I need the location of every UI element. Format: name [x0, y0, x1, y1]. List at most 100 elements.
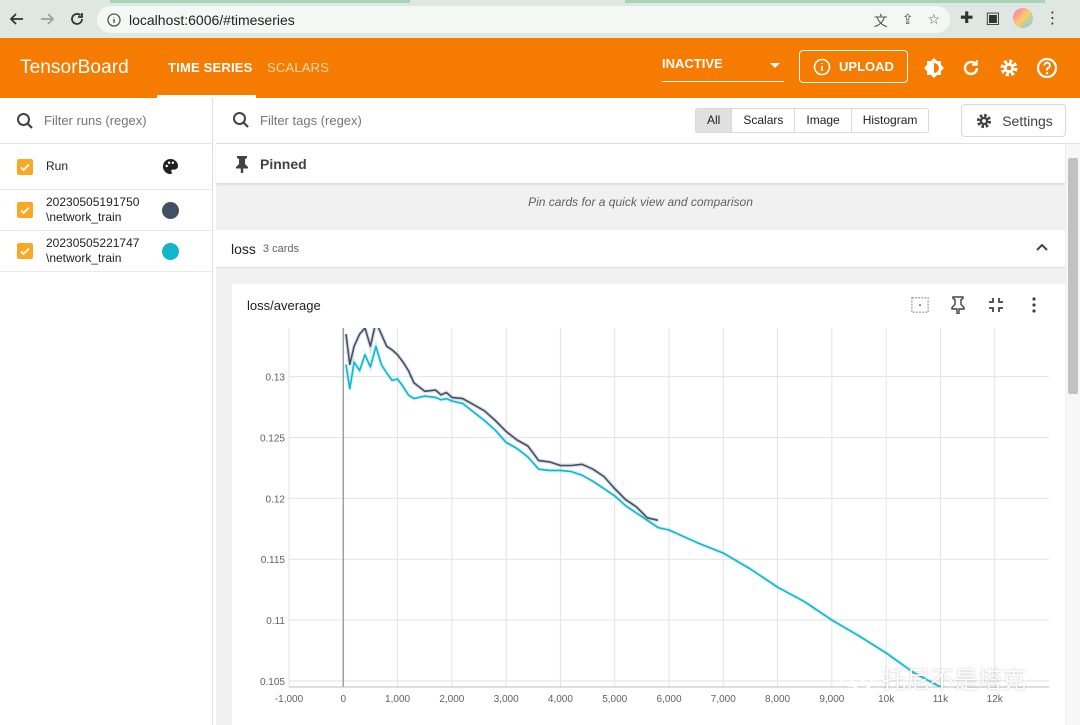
- browser-menu-icon[interactable]: ⋮: [1044, 10, 1061, 27]
- card-group-header[interactable]: loss 3 cards: [216, 230, 1065, 268]
- y-axis: 0.105 0.11 0.115 0.12 0.125 0.13: [260, 373, 285, 688]
- settings-button[interactable]: Settings: [961, 104, 1066, 137]
- settings-label: Settings: [1002, 112, 1053, 129]
- main-panel: Filter tags (regex) All Scalars Image Hi…: [216, 98, 1080, 725]
- dropdown-caret-icon: [770, 63, 780, 68]
- y-tick-label: 0.125: [260, 434, 285, 445]
- run-checkbox[interactable]: [17, 243, 33, 259]
- x-tick-label: 8,000: [765, 694, 790, 705]
- app-header: TensorBoard TIME SERIES SCALARS INACTIVE…: [0, 38, 1080, 98]
- run-checkbox[interactable]: [17, 202, 33, 218]
- url-text: localhost:6006/#timeseries: [129, 11, 295, 28]
- y-tick-label: 0.11: [266, 616, 285, 627]
- scrollbar-thumb[interactable]: [1068, 158, 1078, 394]
- watermark: 托尼不是塔克: [838, 660, 1026, 695]
- arrow-left-icon: [9, 13, 23, 25]
- collapse-card-icon[interactable]: [987, 296, 1005, 314]
- check-icon: [20, 163, 30, 171]
- address-bar[interactable]: localhost:6006/#timeseries 文 ⇪ ☆: [97, 6, 950, 33]
- forward-button[interactable]: [32, 4, 62, 34]
- run-name: 20230505191750 \network_train: [46, 195, 139, 225]
- runs-sidebar: Filter runs (regex) Run 20230505191750 \…: [0, 98, 213, 725]
- card-title: loss/average: [247, 298, 321, 313]
- select-all-checkbox[interactable]: [17, 158, 33, 175]
- x-axis: -1,000 0 1,000 2,000 3,000 4,000 5,000 6,000 7,0…: [275, 694, 1004, 705]
- y-tick-label: 0.115: [261, 555, 286, 566]
- series-line[interactable]: [345, 345, 995, 723]
- upload-button[interactable]: UPLOAD: [799, 50, 908, 83]
- profile-avatar[interactable]: [1012, 8, 1033, 28]
- check-icon: [20, 247, 30, 256]
- series-line[interactable]: [345, 322, 659, 522]
- pinned-label: Pinned: [260, 155, 307, 172]
- plugin-status-value: INACTIVE: [662, 56, 723, 71]
- pin-card-icon[interactable]: [949, 296, 967, 314]
- translate-icon[interactable]: 文: [873, 13, 888, 29]
- run-color-swatch[interactable]: [162, 202, 179, 219]
- more-vert-icon[interactable]: [1025, 296, 1043, 314]
- chart-grid: [288, 328, 1049, 688]
- app-title: TensorBoard: [20, 57, 129, 78]
- x-tick-label: 2,000: [439, 694, 464, 705]
- x-tick-label: 3,000: [494, 694, 519, 705]
- check-icon: [20, 206, 30, 215]
- run-row[interactable]: 20230505221747 \network_train: [0, 231, 212, 272]
- series-raw-line: [344, 328, 659, 523]
- wechat-logo-icon: [839, 664, 873, 690]
- extensions-icon[interactable]: ✚: [960, 10, 974, 27]
- x-tick-label: 10k: [878, 694, 895, 705]
- x-tick-label: 1,000: [385, 694, 410, 705]
- chart-series: [344, 322, 995, 723]
- tag-filter[interactable]: Filter tags (regex): [232, 111, 362, 129]
- scalar-card: loss/average 0.105 0.11 0.115 0.12 0.125 0.13…: [232, 284, 1065, 725]
- run-row[interactable]: 20230505191750 \network_train: [0, 190, 212, 231]
- main-toolbar: Filter tags (regex) All Scalars Image Hi…: [216, 98, 1080, 144]
- x-tick-label: 4,000: [548, 694, 573, 705]
- arrow-right-icon: [41, 13, 55, 25]
- plugin-status-select[interactable]: INACTIVE: [662, 56, 784, 82]
- pinned-empty-hint: Pin cards for a quick view and compariso…: [528, 195, 753, 209]
- filter-histogram-button[interactable]: Histogram: [850, 109, 929, 132]
- x-tick-label: 5,000: [602, 694, 627, 705]
- gear-icon: [977, 113, 992, 128]
- tab-time-series[interactable]: TIME SERIES: [168, 60, 253, 75]
- filter-all-button[interactable]: All: [696, 109, 732, 132]
- filter-scalars-button[interactable]: Scalars: [731, 109, 795, 132]
- browser-toolbar: localhost:6006/#timeseries 文 ⇪ ☆ ✚ ▣ ⋮: [0, 0, 1080, 38]
- watermark-text: 托尼不是塔克: [882, 667, 1026, 694]
- reload-button[interactable]: [62, 4, 92, 34]
- filter-image-button[interactable]: Image: [794, 109, 851, 132]
- run-name-line: \network_train: [46, 210, 122, 224]
- reload-icon: [71, 13, 83, 25]
- x-tick-label: 7,000: [711, 694, 736, 705]
- plugin-type-filter: All Scalars Image Histogram: [695, 108, 930, 133]
- share-icon[interactable]: ⇪: [901, 11, 914, 27]
- theme-toggle-icon[interactable]: [922, 56, 946, 80]
- x-tick-label: -1,000: [275, 694, 304, 705]
- fit-domain-icon[interactable]: [911, 296, 929, 314]
- settings-gear-icon[interactable]: [997, 56, 1021, 80]
- bookmark-star-icon[interactable]: ☆: [927, 11, 940, 27]
- run-color-swatch[interactable]: [162, 243, 179, 260]
- chevron-up-icon[interactable]: [1035, 242, 1049, 252]
- search-icon: [17, 112, 33, 129]
- info-circle-icon: [813, 58, 831, 75]
- group-card-count: 3 cards: [262, 242, 299, 255]
- back-button[interactable]: [2, 4, 32, 34]
- search-icon: [233, 112, 249, 128]
- tab-scalars[interactable]: SCALARS: [267, 60, 330, 75]
- line-chart[interactable]: 0.105 0.11 0.115 0.12 0.125 0.13 -1,000 0 1,000…: [232, 284, 1065, 725]
- run-name-line: 20230505221747: [46, 236, 140, 250]
- run-filter[interactable]: Filter runs (regex): [0, 98, 212, 144]
- y-tick-label: 0.13: [266, 373, 286, 384]
- x-tick-label: 6,000: [656, 694, 681, 705]
- x-tick-label: 12k: [987, 694, 1004, 705]
- run-column-header: Run: [46, 159, 69, 173]
- pinned-section-header: Pinned: [216, 144, 1065, 184]
- tab-strip-edge: [110, 0, 410, 3]
- palette-icon: [162, 158, 179, 175]
- refresh-icon[interactable]: [959, 56, 983, 80]
- help-icon[interactable]: [1035, 56, 1059, 80]
- side-panel-icon[interactable]: ▣: [985, 10, 1001, 27]
- run-name-line: \network_train: [46, 251, 122, 265]
